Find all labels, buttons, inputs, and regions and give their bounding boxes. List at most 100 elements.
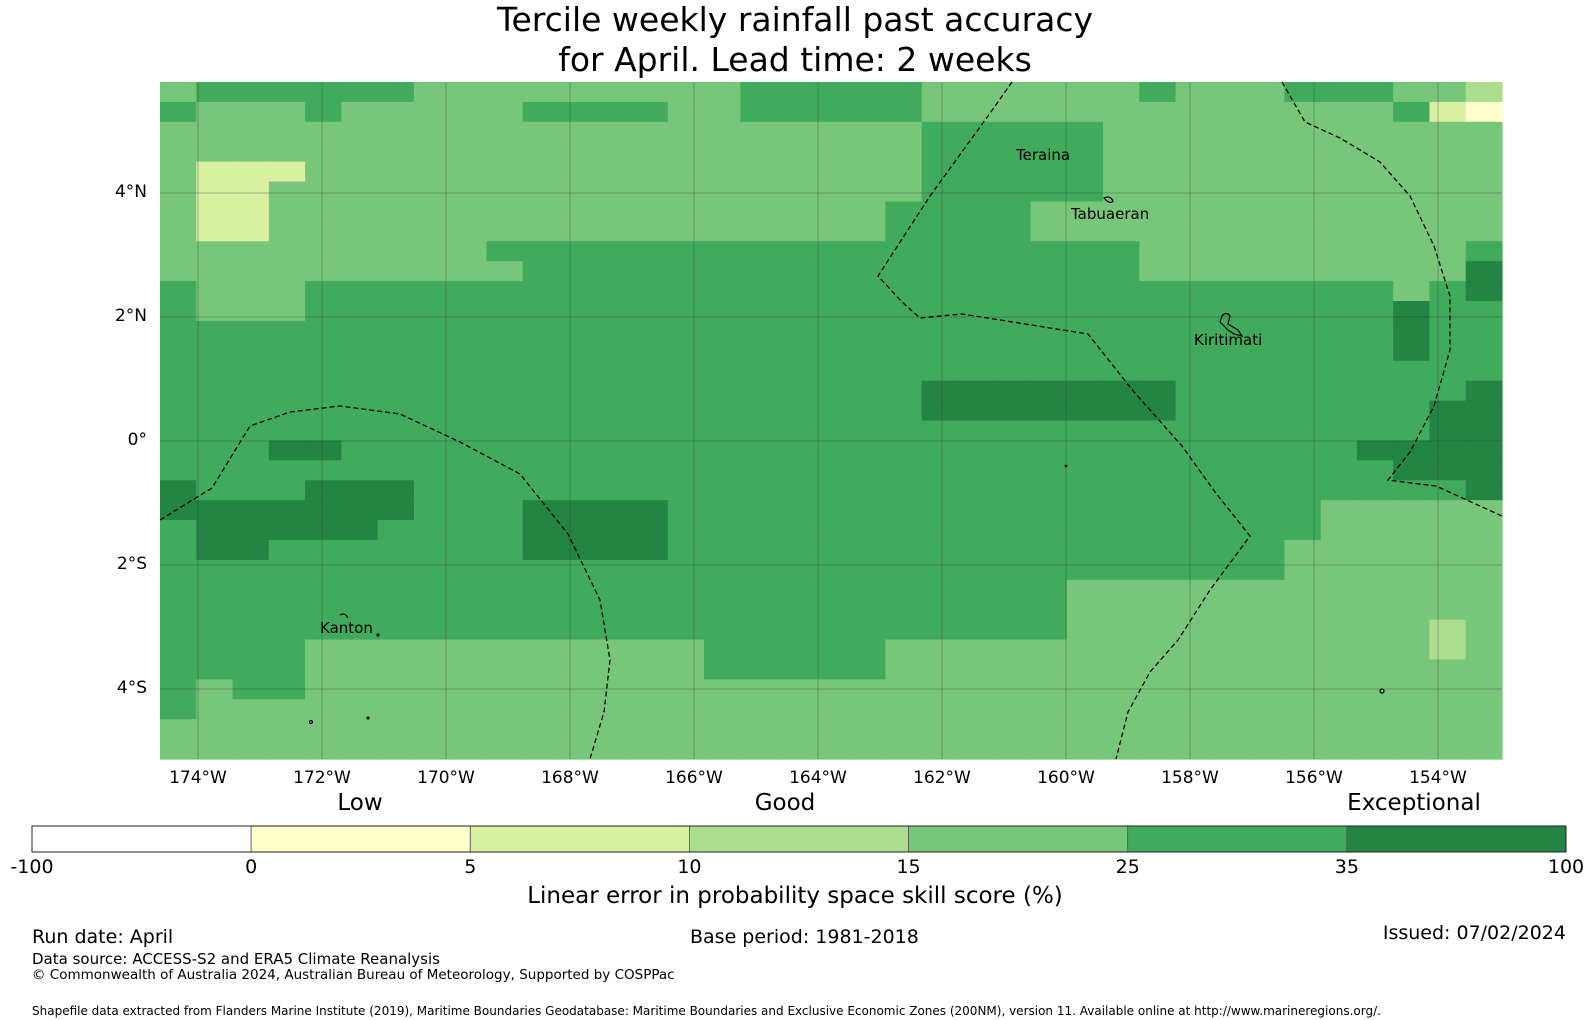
grid-cell (413, 380, 451, 402)
grid-cell (849, 480, 887, 501)
grid-cell (486, 380, 524, 402)
grid-cell (232, 619, 270, 641)
grid-cell (1356, 340, 1394, 362)
grid-cell (812, 719, 850, 740)
grid-cell (1284, 539, 1322, 561)
grid-cell (486, 261, 524, 282)
grid-cell (1103, 400, 1140, 422)
grid-cell (486, 181, 524, 203)
grid-cell (522, 559, 560, 581)
grid-cell (885, 261, 923, 282)
grid-cell (558, 400, 596, 422)
grid-cell (1284, 141, 1322, 163)
grid-cell (1066, 559, 1104, 581)
grid-cell (740, 699, 778, 720)
run-date: Run date: April (32, 926, 174, 948)
grid-cell (160, 301, 197, 322)
grid-cell (595, 340, 633, 362)
grid-cell (740, 400, 778, 422)
grid-cell (1175, 719, 1213, 740)
grid-cell (558, 121, 596, 143)
grid-cell (522, 679, 560, 700)
grid-cell (1465, 599, 1503, 621)
grid-cell (776, 460, 814, 481)
grid-cell (740, 480, 778, 501)
grid-cell (1356, 181, 1394, 203)
grid-cell (413, 141, 451, 163)
grid-cell (1248, 121, 1285, 143)
grid-cell (413, 201, 451, 222)
grid-cell (667, 340, 705, 362)
grid-cell (1211, 301, 1249, 322)
place-label: Kiritimati (1194, 331, 1263, 349)
grid-cell (1248, 539, 1285, 561)
grid-cell (631, 739, 669, 760)
grid-cell (1356, 221, 1394, 242)
grid-cell (1066, 460, 1104, 481)
grid-cell (1284, 281, 1322, 302)
grid-cell (377, 719, 415, 740)
grid-cell (1320, 201, 1358, 222)
grid-cell (377, 181, 415, 203)
grid-cell (1356, 619, 1394, 641)
grid-cell (1175, 400, 1213, 422)
grid-cell (558, 559, 596, 581)
grid-cell (1465, 579, 1503, 601)
grid-cell (1465, 619, 1503, 641)
grid-cell (1139, 739, 1177, 760)
grid-cell (849, 121, 887, 143)
grid-cell (740, 619, 778, 641)
grid-cell (776, 360, 814, 382)
grid-cell (1211, 679, 1249, 700)
grid-cell (1356, 639, 1394, 661)
eez-boundary-east (1281, 81, 1503, 517)
grid-cell (1429, 320, 1467, 342)
grid-cell (268, 480, 306, 501)
grid-cell (957, 500, 995, 521)
grid-cell (704, 659, 741, 680)
grid-cell (196, 121, 234, 143)
grid-cell (1030, 161, 1068, 183)
grid-cell (268, 360, 306, 382)
grid-cell (994, 82, 1032, 103)
grid-cell (450, 281, 488, 302)
grid-cell (812, 579, 850, 601)
grid-cell (1429, 559, 1467, 581)
grid-cell (1393, 261, 1431, 282)
grid-cell (667, 360, 705, 382)
grid-cell (1211, 699, 1249, 720)
longitude-label: 174°W (169, 768, 227, 788)
grid-cell (595, 121, 633, 143)
grid-cell (1211, 480, 1249, 501)
grid-cell (160, 579, 197, 601)
grid-cell (776, 161, 814, 183)
grid-cell (595, 500, 633, 521)
grid-cell (849, 539, 887, 561)
grid-cell (1284, 101, 1322, 123)
grid-cell (1248, 619, 1285, 641)
grid-cell (667, 719, 705, 740)
grid-cell (704, 261, 741, 282)
grid-cell (450, 161, 488, 183)
grid-cell (1320, 619, 1358, 641)
grid-cell (595, 599, 633, 621)
grid-cell (305, 241, 342, 262)
grid-cell (1066, 261, 1104, 282)
grid-cell (1066, 599, 1104, 621)
grid-cell (486, 400, 524, 422)
grid-cell (631, 579, 669, 601)
grid-cell (558, 340, 596, 362)
grid-cell (957, 400, 995, 422)
grid-cell (994, 500, 1032, 521)
grid-cell (704, 719, 741, 740)
grid-cell (776, 400, 814, 422)
grid-cell (341, 679, 379, 700)
grid-cell (885, 699, 923, 720)
grid-cell (631, 679, 669, 700)
grid-cell (1393, 360, 1431, 382)
grid-cell (631, 201, 669, 222)
grid-cell (558, 221, 596, 242)
copyright: © Commonwealth of Australia 2024, Austra… (32, 967, 675, 983)
grid-cell (450, 440, 488, 461)
grid-cell (1465, 500, 1503, 521)
